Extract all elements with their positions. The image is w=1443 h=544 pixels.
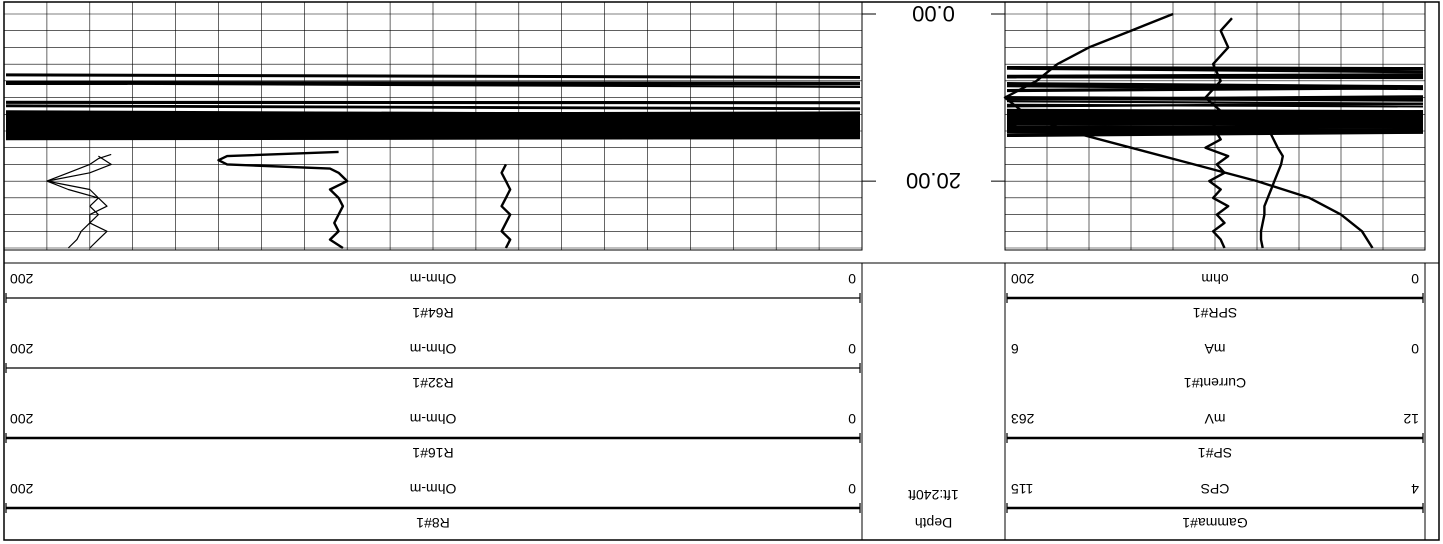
track-unit: Ohm-m bbox=[410, 411, 457, 427]
curve-gamma-1 bbox=[1204, 17, 1233, 249]
track-scale-max: 263 bbox=[1011, 411, 1035, 427]
track-scale-min: 0 bbox=[1411, 271, 1419, 287]
track-name: R32#1 bbox=[412, 375, 453, 391]
noise-trace bbox=[1006, 73, 1424, 79]
curve-spr-1 bbox=[1003, 12, 1374, 249]
track-name: R64#1 bbox=[412, 305, 453, 321]
track-scale-max: 200 bbox=[10, 481, 34, 497]
track-unit: mV bbox=[1204, 411, 1226, 427]
noise-trace bbox=[1006, 111, 1424, 118]
depth-tick-label: 20.00 bbox=[906, 168, 961, 193]
noise-trace bbox=[5, 133, 861, 138]
track-unit: CPS bbox=[1201, 481, 1230, 497]
track-scale-max: 115 bbox=[1011, 481, 1034, 497]
noise-trace bbox=[5, 104, 861, 111]
noise-trace bbox=[1006, 130, 1424, 138]
track-scale-min: 0 bbox=[848, 481, 856, 497]
noise-trace bbox=[5, 111, 861, 116]
track-scale-max: 200 bbox=[10, 271, 34, 287]
noise-trace bbox=[5, 113, 861, 121]
track-name: SP#1 bbox=[1198, 445, 1232, 461]
track-scale-min: 0 bbox=[848, 411, 856, 427]
track-name: R16#1 bbox=[412, 445, 453, 461]
log-curves bbox=[46, 12, 1374, 250]
track-scale-min: 12 bbox=[1403, 411, 1419, 427]
curve-sp-1 bbox=[1259, 118, 1285, 249]
left-track-grid bbox=[1004, 1, 1426, 251]
depth-scale: 1ft:240ft bbox=[908, 487, 959, 503]
track-name: Gamma#1 bbox=[1182, 515, 1248, 531]
track-scale-min: 0 bbox=[848, 341, 856, 357]
depth-track: 0.00 20.00 bbox=[862, 1, 1005, 193]
noise-trace bbox=[1006, 114, 1424, 121]
noise-trace bbox=[5, 73, 861, 79]
noise-trace bbox=[5, 80, 861, 84]
noise-trace bbox=[1006, 95, 1424, 101]
track-name: SPR#1 bbox=[1193, 305, 1238, 321]
curve-r8-1 bbox=[500, 163, 512, 249]
track-scale-min: 0 bbox=[848, 271, 856, 287]
track-name: Current#1 bbox=[1184, 375, 1246, 391]
noise-trace bbox=[5, 121, 861, 128]
right-track-grid bbox=[3, 1, 863, 251]
track-scale-max: 200 bbox=[10, 411, 34, 427]
track-scale-max: 6 bbox=[1011, 341, 1019, 357]
track-name: R8#1 bbox=[416, 515, 450, 531]
track-scale-max: 200 bbox=[10, 341, 34, 357]
depth-tick-label: 0.00 bbox=[912, 1, 955, 26]
track-headers: Gamma#1 4 CPS 115 SP#1 12 mV 263 Current#1 0 mA 6 SP… bbox=[3, 1, 1440, 541]
curve-r64-1 bbox=[46, 155, 112, 249]
track-unit: Ohm-m bbox=[410, 271, 457, 287]
track-unit: Ohm-m bbox=[410, 341, 457, 357]
depth-header: Depth bbox=[915, 515, 952, 531]
track-unit: ohm bbox=[1201, 271, 1228, 287]
noise-trace bbox=[5, 129, 861, 135]
track-unit: Ohm-m bbox=[410, 481, 457, 497]
track-unit: mA bbox=[1204, 341, 1226, 357]
noise-trace bbox=[5, 125, 861, 131]
track-scale-max: 200 bbox=[1011, 271, 1035, 287]
track-scale-min: 4 bbox=[1411, 481, 1419, 497]
noise-trace bbox=[5, 117, 861, 122]
curve-r16-1 bbox=[217, 150, 349, 250]
noise-trace bbox=[1006, 108, 1424, 113]
noise-trace bbox=[5, 82, 861, 88]
track-scale-min: 0 bbox=[1411, 341, 1419, 357]
